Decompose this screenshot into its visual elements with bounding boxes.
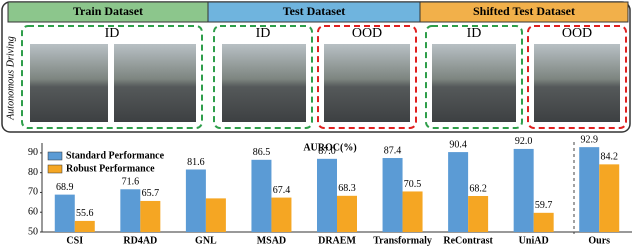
bar (74, 220, 95, 232)
id-box (213, 25, 313, 129)
data-label: 59.7 (535, 200, 553, 211)
ood-box (317, 25, 417, 129)
x-tick-label: Transformaly (373, 235, 432, 246)
bar (205, 198, 226, 232)
bar (382, 158, 403, 232)
data-label: 90.4 (449, 139, 467, 150)
data-label: 92.9 (580, 134, 598, 145)
data-label: 84.2 (600, 152, 618, 163)
x-tick-label: Ours (588, 235, 610, 246)
data-label: 68.3 (338, 183, 356, 194)
data-label: 67.4 (273, 185, 291, 196)
legend-label: Standard Performance (66, 150, 165, 161)
photo (114, 44, 196, 122)
photo (222, 44, 306, 122)
x-tick-label: MSAD (257, 235, 286, 246)
x-tick-label: CSI (66, 235, 83, 246)
bar (468, 196, 489, 232)
x-tick-label: RD4AD (123, 235, 157, 246)
legend-swatch (47, 151, 63, 161)
box-label: OOD (352, 26, 382, 41)
header-bg (419, 1, 629, 23)
photo (432, 44, 516, 122)
box-label: ID (467, 26, 482, 41)
data-label: 92.0 (515, 136, 533, 147)
data-label: 87.0 (318, 146, 336, 157)
y-tick-label: 80 (28, 167, 38, 178)
photo (30, 44, 108, 122)
bar (120, 189, 141, 232)
bar (579, 147, 600, 232)
x-tick-label: ReContrast (443, 235, 493, 246)
bar (271, 197, 292, 232)
data-label: 87.4 (384, 145, 402, 156)
box-label: ID (256, 26, 271, 41)
chart-title: AUROC(%) (303, 142, 356, 153)
bar (185, 169, 206, 232)
photo (324, 44, 410, 122)
data-label: 65.7 (142, 188, 160, 199)
data-label: 81.6 (187, 157, 205, 168)
y-tick-label: 60 (28, 207, 38, 218)
bar (448, 152, 469, 232)
y-tick-label: 70 (28, 187, 38, 198)
data-label: 68.2 (469, 183, 487, 194)
ood-box (527, 25, 627, 129)
bar (54, 194, 75, 232)
x-tick-label: GNL (195, 235, 217, 246)
header: Train Dataset (73, 4, 143, 18)
bar (251, 159, 272, 232)
x-tick-label: UniAD (519, 235, 549, 246)
bar (533, 212, 554, 232)
header: Shifted Test Dataset (473, 4, 575, 18)
y-tick-label: 50 (28, 226, 38, 237)
bar (599, 164, 620, 232)
data-label: 71.6 (122, 177, 140, 188)
bar (513, 148, 534, 232)
id-box (425, 25, 523, 129)
y-tick-label: 90 (28, 147, 38, 158)
photo (534, 44, 620, 122)
data-label: 68.9 (56, 182, 74, 193)
header: Test Dataset (283, 4, 346, 18)
legend-label: Robust Performance (66, 163, 155, 174)
bar (140, 200, 161, 232)
side-label: Autonomous Driving (5, 36, 16, 121)
data-label: 55.6 (76, 208, 94, 219)
box-label: OOD (562, 26, 592, 41)
box-label: ID (105, 26, 120, 41)
bar (337, 195, 357, 232)
id-box (21, 25, 203, 129)
bar (402, 191, 423, 232)
data-label: 86.5 (253, 147, 271, 158)
legend-swatch (47, 164, 63, 174)
x-tick-label: DRAEM (318, 235, 356, 246)
bar (317, 158, 337, 232)
data-label: 70.5 (404, 179, 422, 190)
